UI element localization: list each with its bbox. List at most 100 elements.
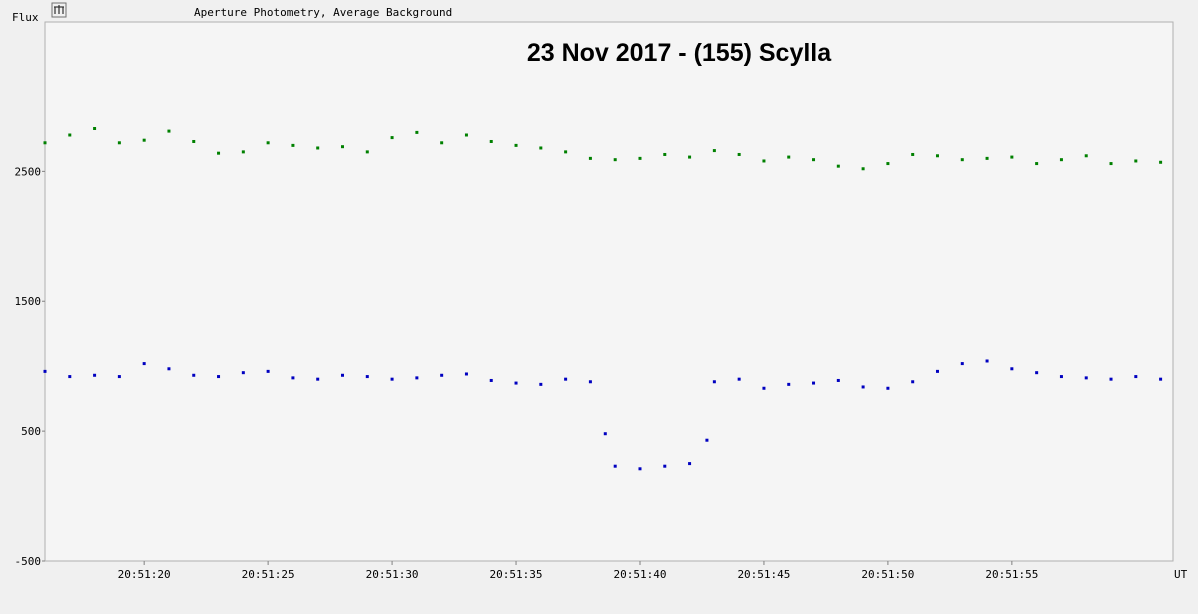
data-point xyxy=(638,156,642,160)
data-point xyxy=(886,162,890,166)
data-point xyxy=(167,367,171,371)
data-point xyxy=(93,127,97,131)
data-point xyxy=(93,373,97,377)
x-tick-label: 20:51:35 xyxy=(490,568,543,581)
data-point xyxy=(1084,154,1088,158)
data-point xyxy=(836,164,840,168)
data-point xyxy=(415,376,419,380)
data-point xyxy=(911,152,915,156)
data-point xyxy=(217,151,221,155)
series-1 xyxy=(43,127,1163,171)
data-point xyxy=(241,150,245,154)
data-point xyxy=(192,373,196,377)
data-point xyxy=(787,382,791,386)
x-tick-label: 20:51:45 xyxy=(737,568,790,581)
x-axis-ticks: 20:51:20 20:51:25 20:51:30 20:51:35 20:51:40… xyxy=(118,561,1038,581)
data-point xyxy=(390,377,394,381)
data-point xyxy=(960,158,964,162)
data-point xyxy=(266,141,270,145)
data-point xyxy=(935,154,939,158)
data-point xyxy=(440,141,444,145)
data-point xyxy=(241,371,245,375)
data-point xyxy=(688,155,692,159)
y-tick-label: 2500 xyxy=(15,165,42,178)
data-point xyxy=(613,464,617,468)
data-point xyxy=(737,152,741,156)
data-point xyxy=(340,373,344,377)
data-point xyxy=(762,159,766,163)
data-series xyxy=(43,127,1163,471)
chart-subtitle: Aperture Photometry, Average Background xyxy=(194,6,452,19)
data-point xyxy=(1010,155,1014,159)
x-tick-label: 20:51:55 xyxy=(985,568,1038,581)
data-point xyxy=(142,138,146,142)
data-point xyxy=(390,136,394,140)
y-axis-ticks: -500 500 1500 2500 xyxy=(15,165,45,568)
plot-area xyxy=(44,21,1174,562)
data-point xyxy=(985,156,989,160)
data-point xyxy=(737,377,741,381)
data-point xyxy=(911,380,915,384)
data-point xyxy=(688,462,692,466)
y-axis-label: Flux xyxy=(12,11,39,24)
data-point xyxy=(440,373,444,377)
data-point xyxy=(68,375,72,379)
data-point xyxy=(340,145,344,149)
data-point xyxy=(960,362,964,366)
series-2 xyxy=(43,359,1163,471)
data-point xyxy=(663,152,667,156)
data-point xyxy=(489,139,493,143)
data-point xyxy=(464,372,468,376)
data-point xyxy=(812,158,816,162)
data-point xyxy=(588,156,592,160)
data-point xyxy=(291,143,295,147)
data-point xyxy=(985,359,989,363)
data-point xyxy=(564,377,568,381)
x-axis-label: UT xyxy=(1174,568,1188,581)
x-tick-label: 20:51:25 xyxy=(242,568,295,581)
data-point xyxy=(1134,159,1138,163)
x-tick-label: 20:51:20 xyxy=(118,568,171,581)
data-point xyxy=(266,369,270,373)
data-point xyxy=(514,143,518,147)
data-point xyxy=(1035,371,1039,375)
data-point xyxy=(861,385,865,389)
data-point xyxy=(316,377,320,381)
data-point xyxy=(142,362,146,366)
data-point xyxy=(365,375,369,379)
data-point xyxy=(787,155,791,159)
data-point xyxy=(603,432,607,436)
data-point xyxy=(1010,367,1014,371)
data-point xyxy=(836,378,840,382)
data-point xyxy=(316,146,320,150)
chart-options-icon xyxy=(54,5,64,14)
data-point xyxy=(1159,160,1163,164)
data-point xyxy=(705,438,709,442)
data-point xyxy=(663,464,667,468)
data-point xyxy=(117,375,121,379)
data-point xyxy=(1035,162,1039,166)
data-point xyxy=(167,129,171,133)
data-point xyxy=(1134,375,1138,379)
data-point xyxy=(613,158,617,162)
data-point xyxy=(861,167,865,171)
data-point xyxy=(43,369,47,373)
data-point xyxy=(1084,376,1088,380)
chart-title: 23 Nov 2017 - (155) Scylla xyxy=(527,39,832,67)
data-point xyxy=(588,380,592,384)
y-tick-label: -500 xyxy=(15,555,42,568)
data-point xyxy=(762,386,766,390)
data-point xyxy=(68,133,72,137)
y-tick-label: 500 xyxy=(21,425,41,438)
data-point xyxy=(935,369,939,373)
data-point xyxy=(886,386,890,390)
y-tick-label: 1500 xyxy=(15,295,42,308)
data-point xyxy=(464,133,468,137)
data-point xyxy=(43,141,47,145)
data-point xyxy=(514,381,518,385)
chart-options-button[interactable] xyxy=(51,2,67,18)
data-point xyxy=(365,150,369,154)
data-point xyxy=(1159,377,1163,381)
data-point xyxy=(489,378,493,382)
